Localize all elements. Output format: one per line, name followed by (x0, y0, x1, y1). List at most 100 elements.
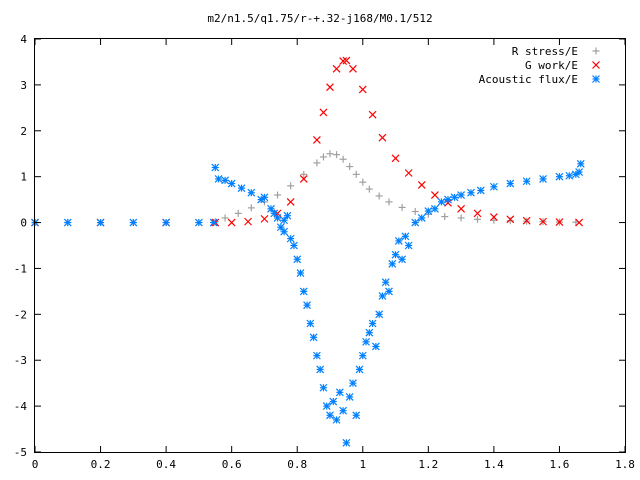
data-point (339, 155, 347, 163)
data-point (368, 110, 377, 119)
data-point (221, 176, 230, 185)
data-point (355, 365, 364, 374)
data-point (273, 214, 282, 222)
data-point (467, 188, 475, 197)
data-point (214, 175, 223, 183)
data-point (349, 379, 357, 388)
data-point (522, 216, 531, 225)
data-point (339, 57, 348, 65)
data-point (319, 153, 327, 161)
data-point (457, 191, 466, 199)
y-tick-label: 0 (20, 217, 27, 230)
data-point (473, 209, 482, 218)
x-tick-label: 0.8 (287, 458, 307, 471)
data-point (391, 154, 400, 163)
y-tick-label: -4 (14, 400, 28, 413)
data-point (375, 192, 383, 200)
data-point (342, 56, 351, 65)
data-point (565, 171, 574, 180)
plot-frame (34, 38, 626, 453)
x-tick-label: 1.4 (484, 458, 504, 471)
data-point (489, 182, 498, 191)
y-tick-label: -2 (14, 308, 27, 321)
data-point (349, 64, 357, 73)
data-point (300, 170, 308, 178)
data-point (194, 218, 203, 227)
x-tick-label: 1.8 (615, 458, 635, 471)
y-tick-label: 2 (20, 125, 27, 138)
data-point (329, 397, 338, 406)
y-tick-label: -3 (14, 354, 27, 367)
data-point (444, 195, 452, 204)
data-layer (31, 56, 585, 447)
data-point (506, 215, 515, 224)
data-point (312, 351, 321, 360)
data-point (280, 227, 289, 236)
data-point (227, 179, 236, 188)
y-tick-label: -1 (14, 262, 27, 275)
data-point (299, 287, 308, 296)
data-point (457, 214, 465, 222)
data-point (260, 193, 269, 202)
data-point (539, 175, 547, 183)
data-point (286, 234, 295, 243)
data-point (322, 402, 331, 411)
axis-ticks (34, 38, 626, 453)
data-point (287, 182, 295, 190)
data-point (209, 218, 218, 227)
data-point (404, 169, 413, 177)
data-point (237, 184, 246, 193)
data-point (358, 351, 367, 360)
x-tick-label: 0.2 (91, 458, 111, 471)
data-point (381, 278, 390, 287)
data-point (430, 204, 439, 213)
data-point (575, 218, 584, 227)
data-point (401, 232, 410, 241)
data-point (437, 197, 446, 206)
data-point (306, 319, 315, 328)
x-tick-label: 0.4 (156, 458, 176, 471)
data-point (270, 209, 279, 218)
x-tick-label: 0 (32, 458, 39, 471)
data-point (394, 236, 403, 245)
data-point (417, 181, 426, 189)
data-point (339, 406, 348, 415)
x-tick-label: 1 (359, 458, 366, 471)
data-point (391, 250, 400, 259)
y-tick-label: 4 (20, 33, 27, 46)
y-tick-label: 3 (20, 79, 27, 92)
data-point (411, 208, 419, 216)
data-point (332, 64, 341, 73)
data-point (489, 213, 498, 221)
data-point (313, 159, 321, 167)
y-tick-label: 1 (20, 171, 27, 184)
data-point (450, 193, 459, 202)
x-tick-label: 0.6 (222, 458, 242, 471)
data-point (283, 211, 292, 220)
data-point (417, 214, 426, 222)
legend-label: G work/E (525, 59, 578, 72)
data-point (457, 204, 466, 213)
x-tick-label: 1.6 (550, 458, 570, 471)
data-point (274, 191, 282, 199)
data-point (398, 203, 406, 211)
legend-marker (592, 75, 600, 83)
data-point (260, 214, 269, 223)
data-point (555, 218, 564, 227)
data-point (378, 133, 387, 142)
data-point (319, 108, 328, 117)
data-point (286, 197, 295, 206)
data-point (247, 188, 256, 197)
data-point (211, 163, 220, 172)
data-point (430, 191, 439, 199)
data-point (234, 209, 242, 217)
data-point (346, 163, 354, 171)
data-point (303, 301, 311, 310)
data-point (365, 185, 373, 193)
data-point (299, 175, 308, 183)
data-point (96, 218, 105, 227)
series-0 (31, 150, 580, 227)
data-point (333, 151, 341, 159)
